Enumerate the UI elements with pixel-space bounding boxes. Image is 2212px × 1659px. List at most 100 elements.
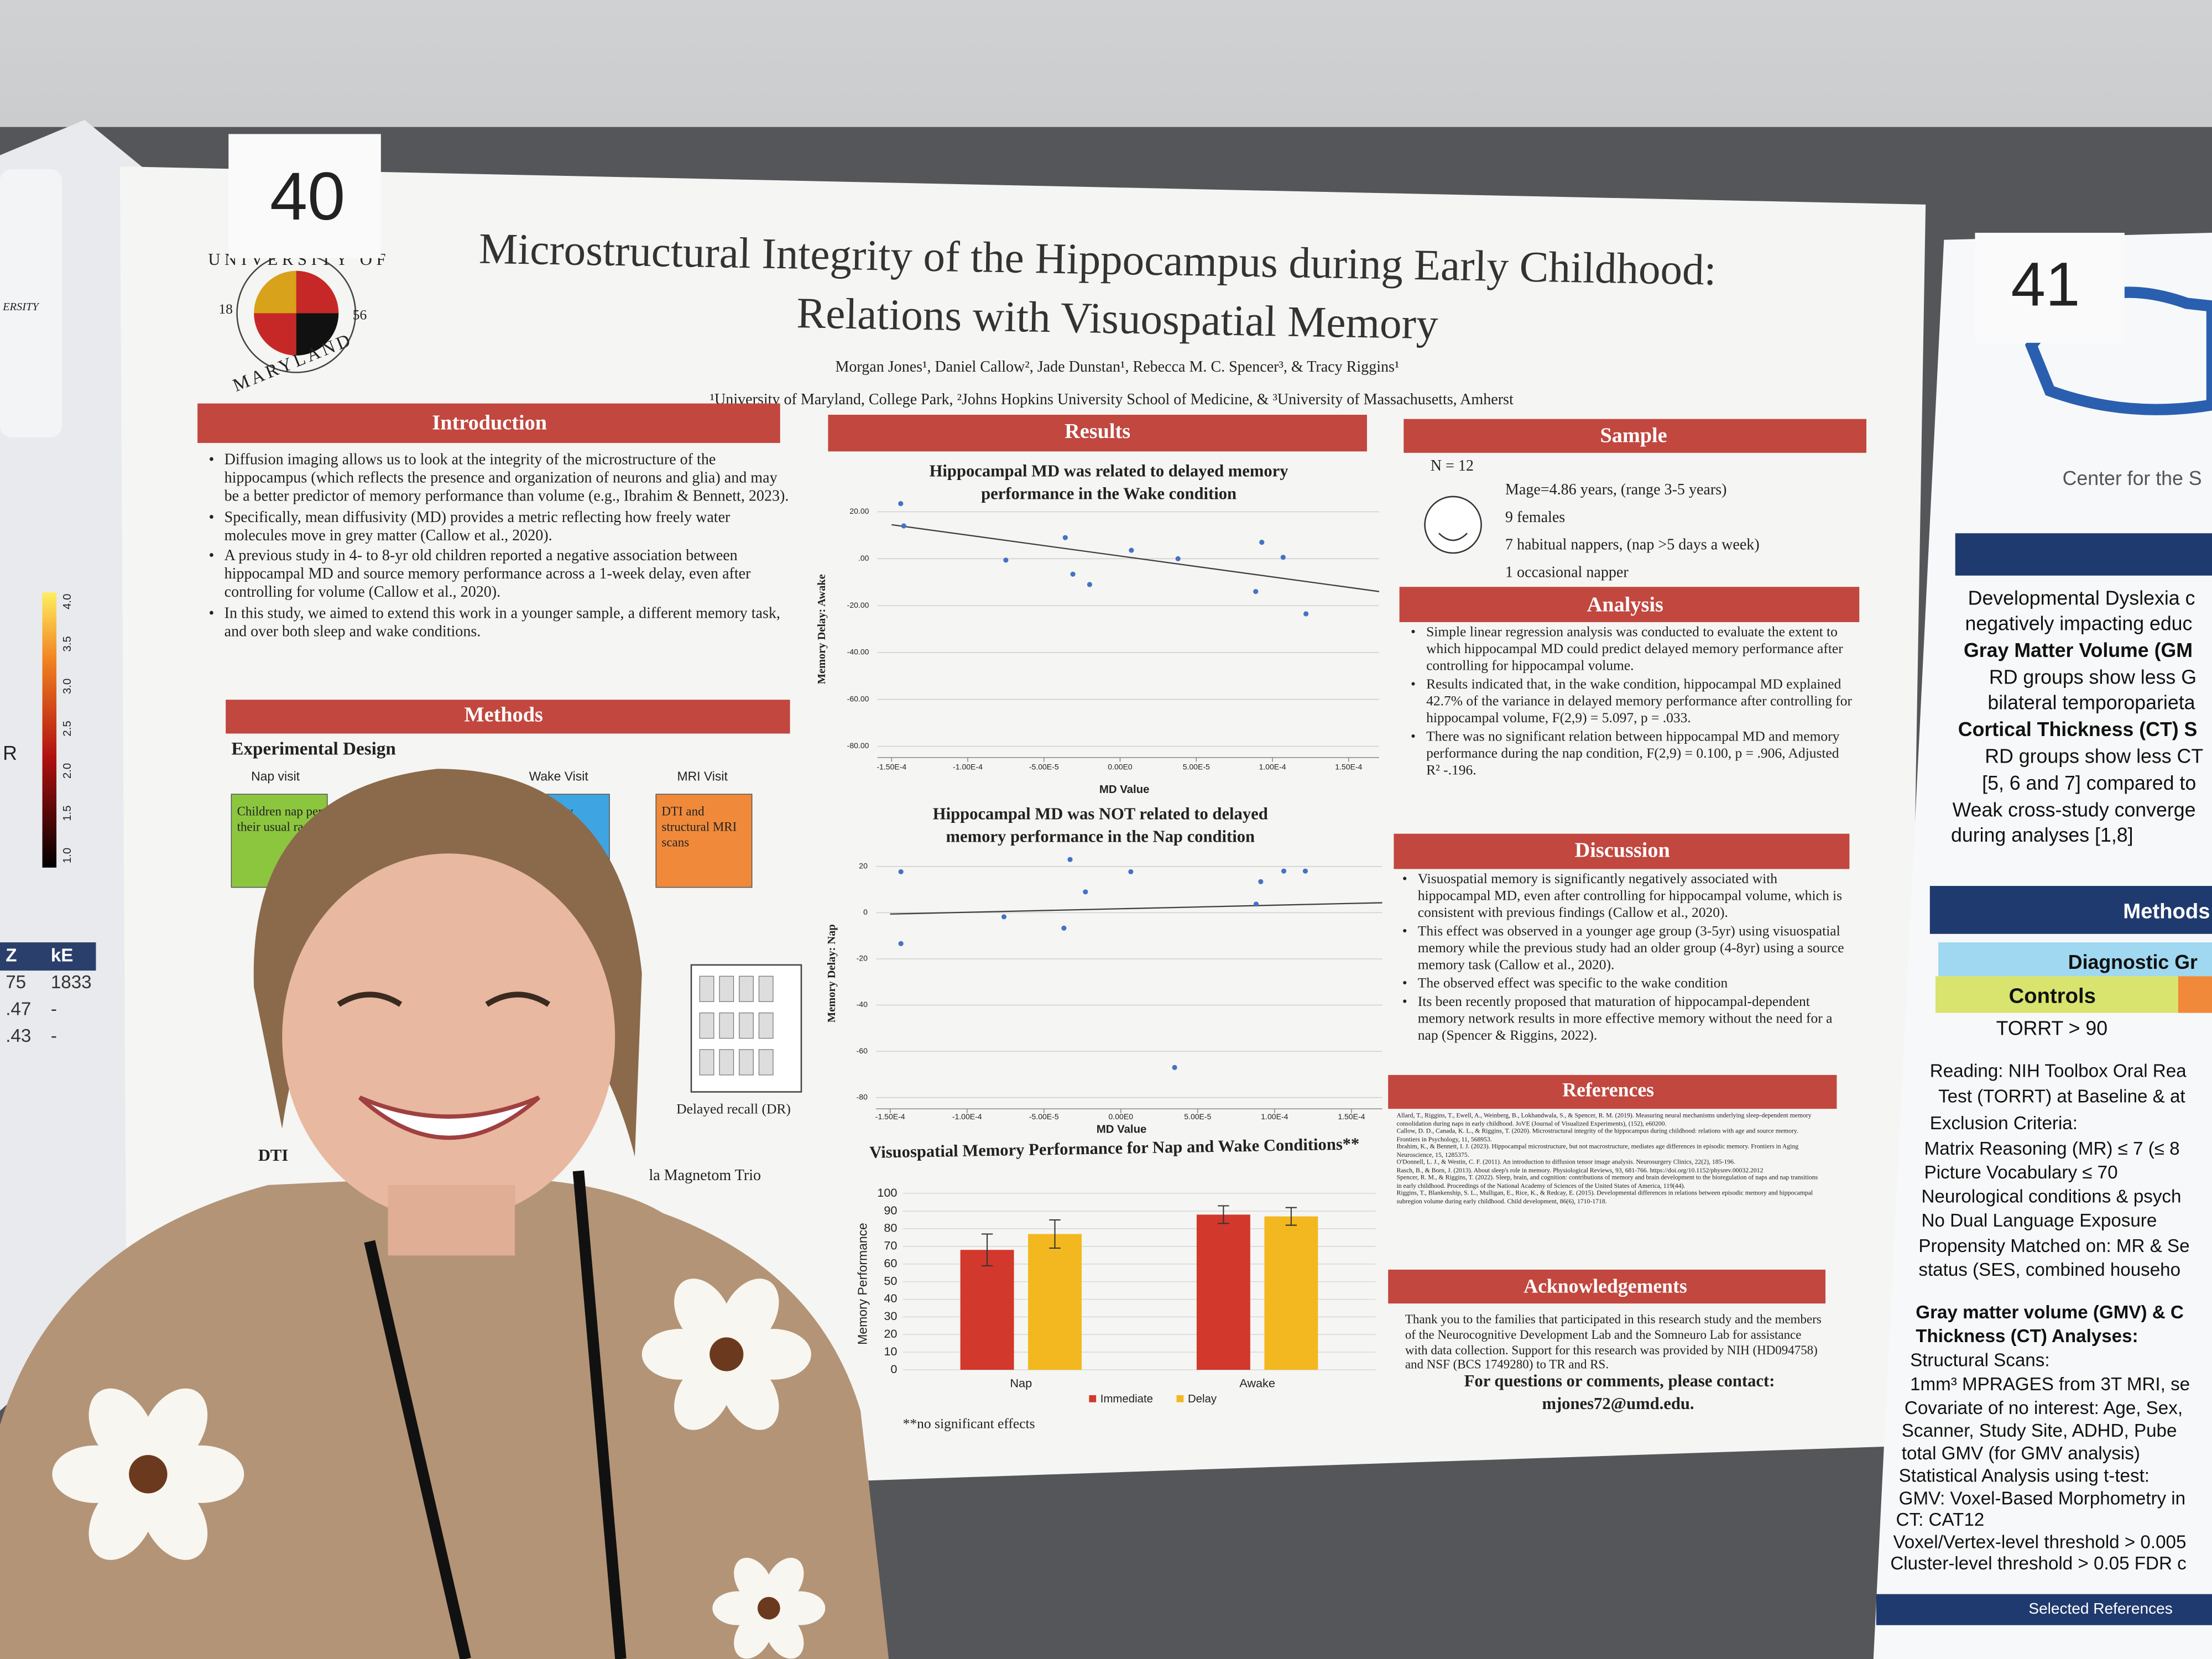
y-tick-label: 20 xyxy=(859,862,868,870)
logo-flag xyxy=(296,313,339,356)
table-cell: 1833 xyxy=(51,972,92,993)
x-tick-label: 5.00E-5 xyxy=(1184,1112,1211,1121)
neighbor-text: GMV: Voxel-Based Morphometry in xyxy=(1899,1489,2185,1509)
header-bar xyxy=(1929,886,2212,934)
section-heading: Introduction xyxy=(432,411,547,435)
card-icon xyxy=(739,1049,754,1076)
point xyxy=(1062,535,1068,540)
x-tick-label: 1.50E-4 xyxy=(1338,1112,1365,1121)
y-tick-label: 90 xyxy=(884,1203,897,1217)
neighbor-text: Propensity Matched on: MR & Se xyxy=(1918,1236,2189,1256)
chart-title: Hippocampal MD was related to delayed me… xyxy=(930,462,1288,481)
step-label: MRI Visit xyxy=(677,769,728,784)
child-face xyxy=(1424,495,1482,554)
text-block: Diffusion imaging allows us to look at t… xyxy=(209,451,795,698)
table-cell: .43 xyxy=(6,1026,31,1046)
text-block: Visuospatial memory is significantly neg… xyxy=(1402,872,1845,1046)
y-tick-label: .00 xyxy=(858,554,869,562)
error-bar xyxy=(1218,1205,1229,1224)
bar xyxy=(1264,1216,1318,1370)
neighbor-text: Test (TORRT) at Baseline & at xyxy=(1938,1086,2185,1107)
point xyxy=(901,523,906,529)
neighbor-text: [5, 6 and 7] compared to xyxy=(1982,772,2196,794)
point xyxy=(1253,589,1259,594)
paragraph: Thank you to the families that participa… xyxy=(1405,1312,1822,1372)
x-tick-label: -1.00E-4 xyxy=(953,762,983,771)
sample-line: Mage=4.86 years, (range 3-5 years) xyxy=(1505,481,1727,498)
section-heading: Acknowledgements xyxy=(1524,1275,1687,1297)
y-tick-label: 60 xyxy=(884,1256,897,1270)
references-bar xyxy=(1876,1594,2212,1625)
subheading: Experimental Design xyxy=(231,739,395,759)
x-tick-label: -1.00E-4 xyxy=(952,1112,982,1121)
section-header xyxy=(1394,833,1850,869)
neighbor-text: Center for the S xyxy=(2063,467,2202,489)
card-icon xyxy=(758,1012,774,1039)
section-header xyxy=(1399,587,1860,622)
text-block: Thank you to the families that participa… xyxy=(1405,1312,1822,1372)
colorbar-tick: 2.0 xyxy=(61,763,74,779)
neighbor-text: Voxel/Vertex-level threshold > 0.005 xyxy=(1893,1532,2186,1553)
y-tick-label: 30 xyxy=(884,1309,897,1323)
child-smile xyxy=(1438,533,1468,541)
section-header xyxy=(1388,1074,1837,1109)
bullet: Specifically, mean diffusivity (MD) prov… xyxy=(209,509,795,546)
bullet: Its been recently proposed that maturati… xyxy=(1402,994,1845,1045)
subheading: DTI xyxy=(258,1146,288,1165)
step-label: Nap visit xyxy=(251,769,300,784)
table-cell: Z xyxy=(6,945,17,966)
flower-center xyxy=(757,1597,780,1620)
x-tick-label: Nap xyxy=(1010,1376,1032,1390)
chart-title: memory performance in the Nap condition xyxy=(946,827,1255,846)
smile xyxy=(358,1095,541,1140)
bullet: Visuospatial memory is significantly neg… xyxy=(1402,872,1845,923)
point xyxy=(1128,869,1134,875)
error-bar xyxy=(1285,1207,1297,1226)
text-block: Visuospatial memory is significantly neg… xyxy=(1402,872,1845,1070)
section-heading: Discussion xyxy=(1575,839,1670,862)
step-box xyxy=(655,794,753,888)
card-icon xyxy=(699,1049,714,1076)
point xyxy=(898,941,904,946)
point xyxy=(1003,557,1009,563)
y-tick-label: 10 xyxy=(884,1344,897,1358)
neighbor-text: status (SES, combined househo xyxy=(1918,1260,2180,1280)
x-tick-label: -5.00E-5 xyxy=(1029,1112,1059,1121)
table-cell: .47 xyxy=(6,999,31,1019)
flower-petal xyxy=(721,1279,779,1349)
neighbor-text: Selected References xyxy=(2028,1600,2172,1617)
card-icon xyxy=(758,975,774,1002)
neighbor-text: RD groups show less G xyxy=(1989,666,2197,688)
flower-petal xyxy=(721,1359,779,1430)
bar xyxy=(960,1250,1014,1370)
text-block: DTI and structural MRI scans xyxy=(661,804,737,849)
legend-swatch xyxy=(1176,1395,1184,1402)
paragraph: Ibrahim, K., & Bennett, I. J. (2023). Hi… xyxy=(1396,1142,1799,1158)
title: Relations with Visuospatial Memory xyxy=(796,289,1439,348)
x-tick-label: -1.50E-4 xyxy=(875,1112,905,1121)
neighbor-text: Methods xyxy=(2123,900,2210,924)
section-heading: Results xyxy=(1065,420,1130,443)
text-block: Allard, T., Riggins, T., Ewell, A., Wein… xyxy=(1396,1112,1818,1204)
face xyxy=(282,853,615,1220)
neighbor-text: Cortical Thickness (CT) S xyxy=(1958,718,2198,740)
point xyxy=(1061,925,1067,931)
point xyxy=(1259,540,1265,545)
point xyxy=(1070,571,1076,577)
table-cell xyxy=(1936,976,2178,1013)
point xyxy=(1253,901,1259,907)
neighbor-text: Diagnostic Gr xyxy=(2068,951,2198,973)
colorbar-tick: 2.5 xyxy=(61,721,74,736)
card-icon xyxy=(739,975,754,1002)
contact: For questions or comments, please contac… xyxy=(1464,1371,1775,1390)
bullet: This effect was observed in a younger ag… xyxy=(1402,924,1845,975)
fragment: ERSITY xyxy=(2,301,40,313)
y-tick-label: -80 xyxy=(857,1092,868,1101)
neighbor-text: Statistical Analysis using t-test: xyxy=(1899,1466,2150,1486)
eyes xyxy=(337,992,551,1007)
card-icon xyxy=(719,975,734,1002)
y-tick-label: -20 xyxy=(857,954,868,963)
neck xyxy=(388,1185,515,1256)
sample-line: 9 females xyxy=(1505,509,1565,526)
text-block: Children nap per their usual ra xyxy=(237,804,322,833)
